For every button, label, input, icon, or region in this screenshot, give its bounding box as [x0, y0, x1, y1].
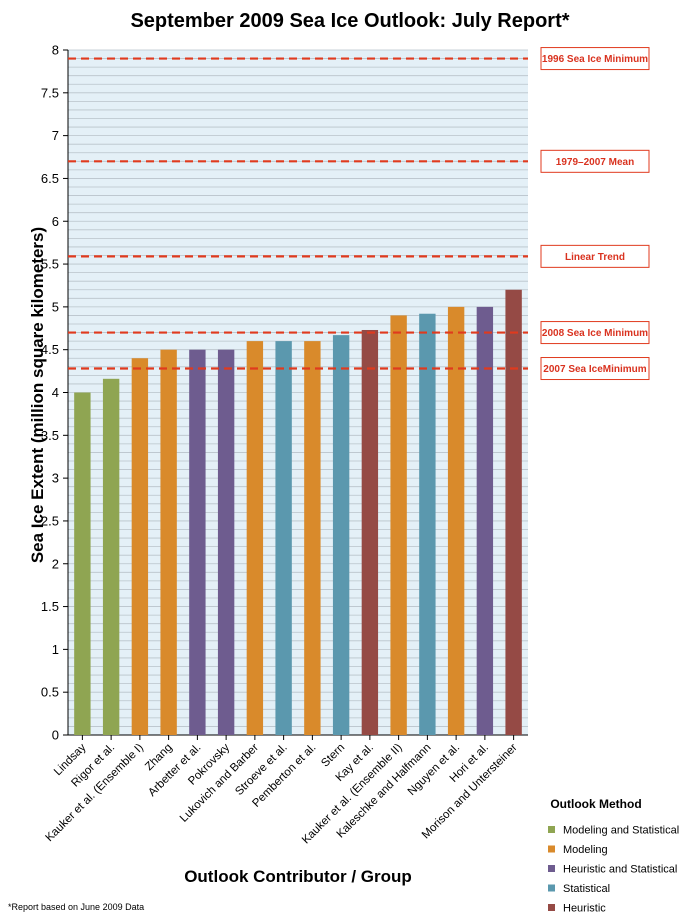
bar	[160, 349, 177, 735]
bar	[189, 349, 206, 735]
y-tick-label: 5	[52, 299, 59, 314]
bar	[275, 341, 292, 735]
bar	[246, 341, 264, 735]
reference-label: 1979–2007 Mean	[556, 157, 634, 168]
y-tick-label: 2.5	[41, 513, 59, 528]
legend-entry-label: Modeling and Statistical	[563, 825, 679, 837]
y-axis-title: Sea Ice Extent (million square kilometer…	[28, 227, 47, 563]
legend-entry-label: Modeling	[563, 844, 608, 856]
bar	[505, 289, 522, 735]
plot-area: 00.511.522.533.544.555.566.577.58Lindsay…	[41, 43, 650, 846]
bar	[476, 306, 494, 736]
bar	[390, 315, 407, 735]
bar	[304, 341, 321, 735]
y-tick-label: 7.5	[41, 85, 59, 100]
legend-entry-label: Heuristic and Statistical	[563, 864, 677, 876]
y-tick-label: 7	[52, 128, 59, 143]
y-tick-label: 0.5	[41, 685, 59, 700]
reference-label: 1996 Sea Ice Minimum	[542, 54, 648, 65]
bar	[217, 349, 235, 735]
reference-label-box	[540, 321, 650, 345]
reference-label-box	[540, 149, 650, 173]
legend-swatch	[548, 845, 555, 853]
bar	[102, 378, 120, 735]
legend: Outlook Method Modeling and Statistical M…	[548, 797, 679, 915]
y-tick-label: 5.5	[41, 257, 59, 272]
bar	[419, 313, 436, 735]
legend-swatch	[548, 884, 555, 892]
bar	[332, 335, 350, 735]
legend-swatch	[548, 826, 555, 833]
legend-swatch	[548, 904, 555, 911]
footnote: *Report based on June 2009 Data	[8, 902, 144, 912]
legend-title: Outlook Method	[550, 797, 641, 811]
bar	[131, 358, 149, 735]
legend-entry-label: Heuristic	[563, 903, 606, 915]
bar	[74, 392, 91, 735]
y-tick-label: 6	[52, 214, 59, 229]
reference-label: 2008 Sea Ice Minimum	[542, 328, 648, 339]
reference-label: 2007 Sea IceMinimum	[543, 364, 646, 375]
y-tick-label: 3	[52, 471, 59, 486]
x-axis-title: Outlook Contributor / Group	[184, 867, 412, 886]
y-tick-label: 2	[52, 556, 59, 571]
y-tick-label: 1.5	[41, 599, 59, 614]
y-tick-label: 4	[52, 385, 59, 400]
reference-label-box	[540, 244, 650, 268]
reference-label-box	[540, 357, 650, 381]
legend-swatch	[548, 865, 555, 872]
bar	[361, 329, 379, 735]
chart-title: September 2009 Sea Ice Outlook: July Rep…	[130, 10, 569, 32]
y-tick-label: 4.5	[41, 342, 59, 357]
y-tick-label: 3.5	[41, 428, 59, 443]
y-tick-label: 1	[52, 642, 59, 657]
bar	[447, 306, 465, 736]
reference-label: Linear Trend	[565, 252, 625, 263]
y-tick-label: 6.5	[41, 171, 59, 186]
y-tick-label: 8	[52, 43, 59, 58]
legend-entry-label: Statistical	[563, 883, 610, 895]
y-tick-label: 0	[52, 728, 59, 743]
reference-label-box	[540, 47, 650, 71]
